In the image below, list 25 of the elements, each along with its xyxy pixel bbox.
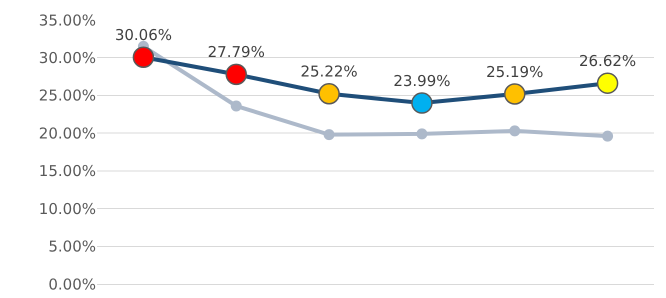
y-tick-label: 15.00% (38, 162, 96, 180)
data-label: 30.06% (114, 26, 172, 44)
point (411, 92, 433, 114)
y-tick-label: 10.00% (38, 200, 96, 218)
point (132, 46, 154, 68)
point (504, 83, 526, 105)
point (596, 72, 618, 94)
y-tick-label: 20.00% (38, 124, 96, 142)
data-label: 25.19% (486, 62, 544, 81)
y-tick-label: 25.00% (38, 86, 96, 105)
data-label: 27.79% (208, 43, 265, 62)
y-tick-label: 35.00% (38, 11, 96, 30)
data-label: 26.62% (578, 52, 636, 70)
data-label: 23.99% (393, 72, 451, 90)
point (602, 130, 614, 142)
y-tick-label: 30.00% (38, 48, 96, 67)
y-tick-label: 0.00% (48, 275, 96, 294)
point (230, 100, 242, 112)
point (416, 128, 428, 140)
y-tick-label: 5.00% (48, 238, 96, 256)
point (509, 125, 520, 136)
point (324, 129, 335, 140)
point (226, 64, 247, 86)
data-label: 25.22% (300, 62, 358, 81)
point (318, 83, 340, 105)
